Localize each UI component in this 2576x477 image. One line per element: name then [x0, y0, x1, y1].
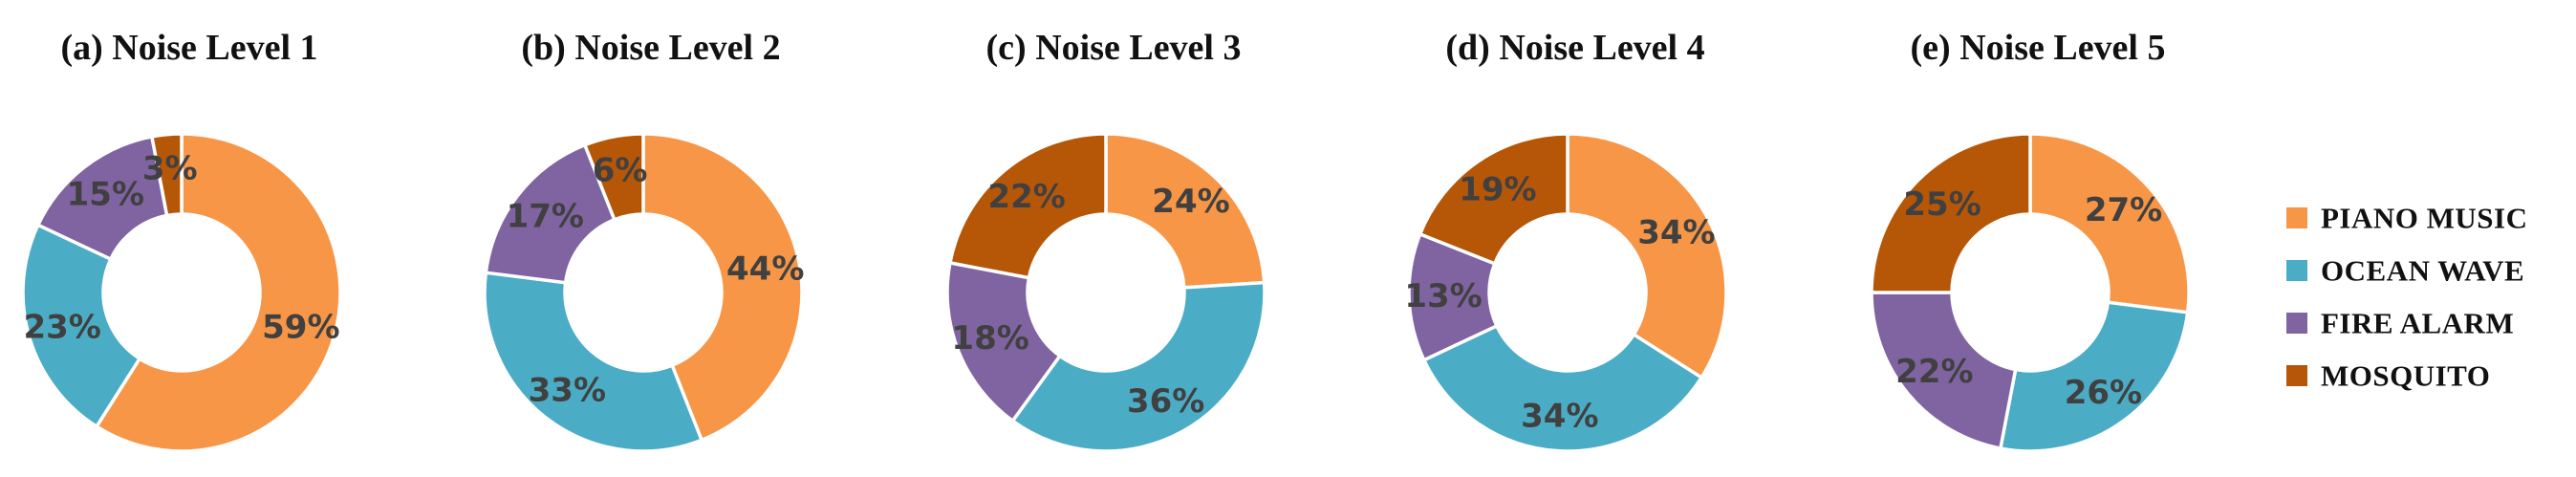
- charts-layer: (a) Noise Level 1 59% 23% 15%3% (b) Noise Le…: [21, 28, 2191, 453]
- slice-mosquito: [947, 132, 1108, 280]
- slice-fire-alarm: [484, 142, 617, 285]
- slice-label: 33%: [529, 372, 606, 410]
- legend-item-fire-alarm: FIRE ALARM: [2286, 307, 2514, 340]
- legend-item-piano-music: PIANO MUSIC: [2286, 202, 2527, 235]
- slice-label: 18%: [951, 319, 1028, 358]
- slice-ocean-wave: [1009, 280, 1266, 453]
- slice-ocean-wave: [1421, 323, 1704, 453]
- legend-label: MOSQUITO: [2321, 359, 2490, 393]
- legend-swatch: [2286, 207, 2307, 228]
- chart-title: (c) Noise Level 3: [986, 28, 1242, 68]
- slice-piano-music: [2028, 132, 2191, 314]
- slice-label: 25%: [1903, 185, 1981, 224]
- slice-fire-alarm: [1870, 291, 2018, 451]
- slice-label: 23%: [23, 308, 100, 346]
- legend-label: PIANO MUSIC: [2321, 202, 2527, 235]
- slice-ocean-wave: [21, 222, 142, 429]
- donut-chart-5: (e) Noise Level 5 27% 26% 22% 25%: [1870, 28, 2191, 453]
- slice-piano-music: [94, 132, 342, 453]
- slice-label: 36%: [1127, 382, 1204, 421]
- slice-label: 22%: [1895, 353, 1973, 391]
- slice-label: 27%: [2085, 191, 2162, 229]
- donut-chart-3: (c) Noise Level 3 24% 36% 18% 22%: [945, 28, 1266, 453]
- donut-chart-1: (a) Noise Level 1 59% 23% 15%3%: [21, 28, 342, 453]
- slice-mosquito: [582, 132, 645, 223]
- slice-label: 34%: [1637, 213, 1715, 251]
- chart-title: (e) Noise Level 5: [1911, 28, 2166, 68]
- slice-mosquito: [149, 132, 184, 218]
- chart-title: (b) Noise Level 2: [521, 28, 780, 68]
- slice-label: 13%: [1404, 277, 1482, 315]
- slice-mosquito: [1870, 132, 2032, 294]
- slice-ocean-wave: [1998, 300, 2190, 453]
- slice-label: 3%: [142, 150, 198, 188]
- slice-label: 24%: [1152, 183, 1229, 221]
- legend-item-mosquito: MOSQUITO: [2286, 359, 2490, 393]
- legend-item-ocean-wave: OCEAN WAVE: [2286, 254, 2524, 288]
- legend-swatch: [2286, 313, 2307, 334]
- slice-label: 17%: [507, 197, 584, 235]
- legend: PIANO MUSIC OCEAN WAVE FIRE ALARM MOSQUITO: [2286, 202, 2527, 393]
- slice-label: 22%: [987, 178, 1065, 216]
- legend-swatch: [2286, 365, 2307, 386]
- slice-label: 34%: [1521, 398, 1598, 436]
- slice-label: 26%: [2065, 374, 2142, 412]
- legend-swatch: [2286, 260, 2307, 281]
- chart-title: (a) Noise Level 1: [60, 28, 317, 68]
- slice-label: 59%: [262, 308, 339, 346]
- slice-label: 15%: [67, 175, 144, 213]
- slice-piano-music: [1104, 132, 1266, 290]
- chart-title: (d) Noise Level 4: [1445, 28, 1704, 68]
- legend-label: OCEAN WAVE: [2321, 254, 2524, 288]
- slice-label: 6%: [593, 151, 648, 189]
- slice-label: 44%: [726, 250, 804, 289]
- slice-fire-alarm: [945, 260, 1063, 423]
- slice-ocean-wave: [483, 271, 704, 453]
- donut-chart-2: (b) Noise Level 2 44% 33% 17%6%: [483, 28, 804, 453]
- slice-label: 19%: [1459, 170, 1536, 208]
- slice-piano-music: [1566, 132, 1728, 380]
- slice-piano-music: [641, 132, 804, 443]
- slice-mosquito: [1418, 132, 1569, 267]
- donut-chart-4: (d) Noise Level 4 34% 34% 13% 19%: [1404, 28, 1728, 453]
- legend-label: FIRE ALARM: [2321, 307, 2514, 340]
